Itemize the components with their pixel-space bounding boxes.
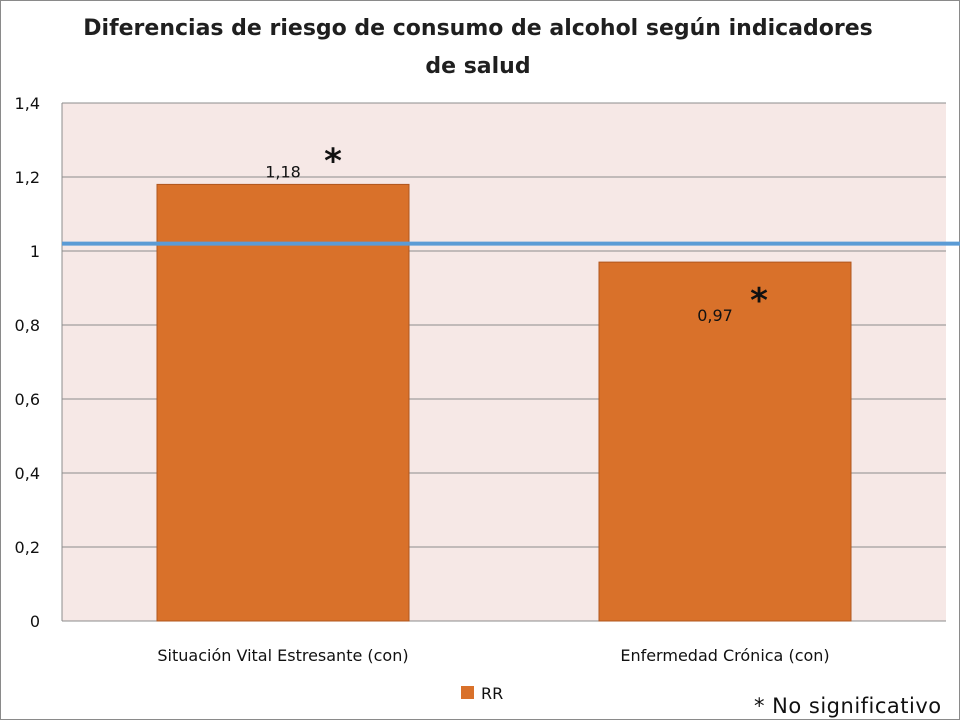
chart-title-line-2: de salud bbox=[425, 54, 530, 79]
y-tick-label: 0 bbox=[30, 612, 40, 631]
bar-1 bbox=[156, 183, 410, 622]
x-axis-categories: Situación Vital Estresante (con) Enfermed… bbox=[157, 646, 829, 665]
y-tick-label: 0,4 bbox=[15, 464, 40, 483]
y-tick-label: 1 bbox=[30, 242, 40, 261]
significance-star-bar-1: * bbox=[324, 141, 342, 181]
category-label: Situación Vital Estresante (con) bbox=[157, 646, 408, 665]
legend-swatch-rr bbox=[461, 686, 474, 699]
footnote-no-significativo: * No significativo bbox=[754, 694, 942, 718]
data-label-bar-2: 0,97 bbox=[697, 306, 733, 325]
legend-label-rr: RR bbox=[481, 684, 503, 703]
y-tick-label: 0,8 bbox=[15, 316, 40, 335]
significance-star-bar-2: * bbox=[750, 281, 768, 321]
data-labels: 1,18 * 0,97 * bbox=[265, 141, 768, 325]
data-label-bar-1: 1,18 bbox=[265, 162, 301, 181]
y-tick-label: 0,2 bbox=[15, 538, 40, 557]
y-tick-label: 0,6 bbox=[15, 390, 40, 409]
y-tick-label: 1,4 bbox=[15, 94, 40, 113]
y-axis-ticks: 0 0,2 0,4 0,6 0,8 1 1,2 1,4 bbox=[15, 94, 40, 631]
bars bbox=[156, 183, 852, 622]
y-tick-label: 1,2 bbox=[15, 168, 40, 187]
bar-2 bbox=[598, 261, 852, 622]
category-label: Enfermedad Crónica (con) bbox=[620, 646, 829, 665]
chart-title-line-1: Diferencias de riesgo de consumo de alco… bbox=[83, 16, 872, 41]
